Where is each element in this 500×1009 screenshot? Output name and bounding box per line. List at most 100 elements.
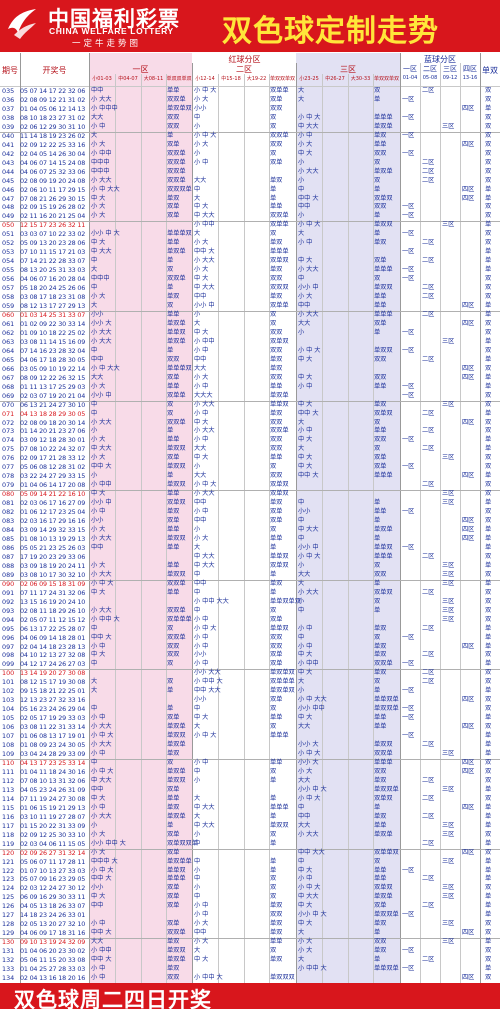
zone1-parity: 单	[167, 427, 174, 435]
zone3-parity: 单双	[374, 920, 387, 928]
period-number: 037	[2, 104, 15, 113]
blue-zone: 二区	[422, 481, 435, 489]
zone2-parity: 双双	[270, 642, 283, 650]
zone2-parity: 单	[270, 570, 277, 578]
zone1-size: 小 中	[91, 714, 106, 722]
table-row: 064 07 14 16 23 28 32 04 中 单 小 中 双双 小 中 大 单双双 一区…	[0, 347, 500, 356]
zone2-size: 中 大	[194, 418, 209, 426]
zone2-parity: 双单	[270, 660, 283, 668]
zone2-parity: 单单双	[270, 624, 289, 632]
blue-zone: 一区	[402, 266, 415, 274]
blue-zone: 二区	[422, 588, 435, 596]
zone1-parity: 双单	[167, 373, 180, 381]
blue-zone: 一区	[402, 382, 415, 390]
blue-parity: 单	[485, 302, 492, 310]
period-number: 126	[2, 902, 15, 911]
zone3-size: 小小 大	[298, 759, 319, 766]
draw-numbers: 12 13 23 27 32 33 16	[20, 696, 86, 705]
zone3-parity: 双单	[374, 463, 387, 471]
zone3-size: 中中 大	[298, 409, 319, 417]
blue-zone: 一区	[402, 113, 415, 121]
zone3-size: 小 中	[298, 642, 313, 650]
blue-parity: 单	[485, 857, 492, 865]
draw-numbers: 02 03 07 19 20 21 04	[20, 391, 86, 400]
zone2-parity: 双	[270, 705, 277, 713]
zone2-parity: 双	[270, 113, 277, 121]
zone1-parity: 双单	[167, 203, 180, 211]
period-number: 062	[2, 328, 15, 337]
trend-table: 期号 开奖号 红球分区 一区 二区 三区 小01-03 中04-07 大08-1…	[0, 53, 500, 983]
zone2-size: 小 大	[194, 938, 209, 946]
blue-parity: 单	[485, 561, 492, 569]
blue-zone: 三区	[442, 821, 455, 829]
draw-numbers: 03 22 24 27 29 33 15	[20, 472, 86, 481]
blue-parity: 双	[485, 176, 492, 184]
zone2-size: 中中	[194, 355, 207, 363]
zone1-size: 中 大	[91, 651, 106, 659]
period-number: 093	[2, 606, 15, 615]
table-row: 096 04 06 09 14 18 28 01 中中 大 双双单小 中 双双 中 双 一区 单	[0, 634, 500, 643]
zone3-parity: 单双	[374, 131, 387, 139]
zone3-size: 中	[298, 517, 305, 525]
zone2-parity: 双双	[270, 104, 283, 112]
zone1-size: 小 大	[91, 561, 106, 569]
blue-parity: 单	[485, 185, 492, 193]
draw-numbers: 07 10 11 15 17 21 03	[20, 248, 86, 257]
zone2-parity: 单单	[270, 382, 283, 390]
zone3-parity: 双	[374, 597, 381, 605]
zone3-size: 中 大	[298, 902, 313, 910]
blue-parity: 单	[485, 687, 492, 695]
draw-numbers: 05 18 20 24 25 26 06	[20, 284, 86, 293]
zone1-parity: 单双	[167, 803, 180, 811]
zone1-size: 中	[91, 400, 98, 408]
blue-zone: 四区	[462, 642, 475, 650]
blue-zone: 一区	[402, 508, 415, 516]
period-number: 106	[2, 723, 15, 732]
zone3-size: 小 大	[298, 938, 313, 946]
table-row: 082 01 06 12 17 23 25 04 小 中 单双 小 中 双单 小小 单单 一区 双	[0, 508, 500, 517]
zone2-parity: 双单	[270, 508, 283, 516]
zone1-parity: 单双双	[167, 481, 186, 489]
blue-zone: 二区	[422, 794, 435, 802]
zone3-size: 中 大	[298, 454, 313, 462]
zone1-parity: 双双	[167, 974, 180, 982]
period-number: 077	[2, 463, 15, 472]
table-row: 040 11 14 18 19 23 26 02 大 单 小 中 大 双双单 小 中 单双 一区…	[0, 132, 500, 141]
draw-numbers: 05 06 11 15 20 33 08	[20, 956, 86, 965]
blue-parity: 双	[485, 552, 492, 560]
period-number: 065	[2, 355, 15, 364]
zone2-sub-small: 小12-14	[195, 76, 215, 82]
blue-zone: 一区	[402, 947, 415, 955]
zone2-size: 中 大	[194, 714, 209, 722]
period-number: 061	[2, 319, 15, 328]
blue-zone: 二区	[422, 812, 435, 820]
zone3-parity: 单单	[374, 140, 387, 148]
draw-numbers: 02 09 12 22 25 33 16	[20, 140, 86, 149]
zone2-size: 中	[194, 839, 201, 847]
table-row: 109 03 04 24 28 29 33 09 小 中 单双 小 中 大 双双单 三区 单	[0, 750, 500, 759]
zone1-size: 小 中 大大	[91, 185, 120, 193]
zone1-parity: 单双双	[167, 463, 186, 471]
zone3-parity: 双	[374, 633, 381, 641]
table-row: 111 01 04 11 18 24 30 16 小 中 大 单双单中 双 小 大 双双 四区…	[0, 768, 500, 777]
draw-numbers: 04 12 17 24 26 27 03	[20, 660, 86, 669]
table-row: 038 08 10 18 23 27 31 02 大大 双双 中 双 小 中 大 单单单 一区 双	[0, 114, 500, 123]
zone1-parity: 单	[167, 346, 174, 354]
draw-numbers: 13 14 19 20 27 30 08	[20, 669, 86, 678]
draw-numbers: 01 04 25 27 28 33 03	[20, 965, 86, 974]
zone2-parity: 双双	[270, 140, 283, 148]
table-row: 075 07 08 10 22 24 32 07 中 大大 单双双 大大 双双 大 双 二区 单	[0, 445, 500, 454]
zone2-size: 小	[194, 463, 201, 471]
divider	[373, 74, 374, 983]
zone2-size: 中	[194, 857, 201, 865]
zone1-size: 中中 大	[91, 929, 112, 937]
zone2-size: 小小	[194, 696, 207, 704]
zone1-parity: 双双	[167, 113, 180, 121]
blue-zone: 二区	[422, 158, 435, 166]
zone2-size: 大	[194, 319, 201, 327]
col-numbers: 开奖号	[42, 66, 67, 75]
table-row: 084 03 09 14 29 32 33 15 小 大 单单 小 双 中 大大 单双单 四区 单	[0, 526, 500, 535]
zone1-parity: 双单	[167, 140, 180, 148]
period-number: 110	[2, 759, 15, 767]
draw-numbers: 12 15 17 23 26 32 11	[20, 221, 86, 230]
